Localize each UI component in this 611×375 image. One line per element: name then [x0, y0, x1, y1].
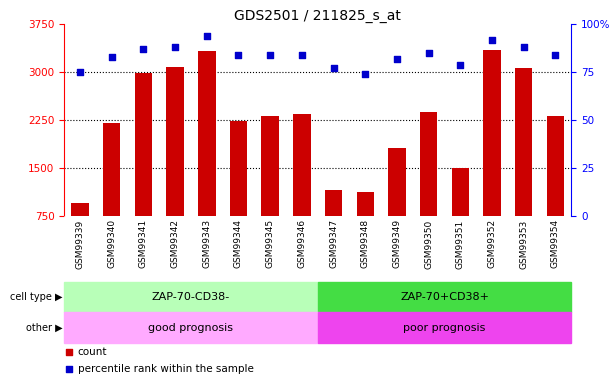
Bar [318, 312, 571, 343]
Point [75, 69, 85, 75]
Text: poor prognosis: poor prognosis [403, 323, 486, 333]
Text: GSM99340: GSM99340 [107, 219, 116, 268]
Point [329, 66, 338, 72]
Point [139, 46, 148, 52]
Point [360, 71, 370, 77]
Text: GSM99342: GSM99342 [170, 219, 180, 268]
Bar [515, 69, 532, 216]
Bar [64, 312, 318, 343]
Bar [325, 190, 342, 216]
Point [253, 147, 263, 153]
Text: cell type ▶: cell type ▶ [10, 292, 63, 302]
Bar [134, 73, 152, 216]
Point [233, 52, 243, 58]
Text: GSM99339: GSM99339 [76, 219, 84, 268]
Bar [452, 168, 469, 216]
Text: GSM99350: GSM99350 [424, 219, 433, 268]
Text: ZAP-70-CD38-: ZAP-70-CD38- [152, 292, 230, 302]
Bar [262, 116, 279, 216]
Text: ZAP-70+CD38+: ZAP-70+CD38+ [400, 292, 489, 302]
Text: GSM99344: GSM99344 [234, 219, 243, 268]
Bar [318, 282, 571, 312]
Text: GSM99347: GSM99347 [329, 219, 338, 268]
Point [519, 44, 529, 50]
Text: GSM99348: GSM99348 [360, 219, 370, 268]
Point [487, 37, 497, 43]
Text: GSM99343: GSM99343 [202, 219, 211, 268]
Point [170, 44, 180, 50]
Point [455, 62, 465, 68]
Bar [388, 148, 406, 216]
Title: GDS2501 / 211825_s_at: GDS2501 / 211825_s_at [234, 9, 401, 23]
Text: GSM99352: GSM99352 [488, 219, 497, 268]
Bar [230, 122, 247, 216]
Point [107, 54, 117, 60]
Point [392, 56, 402, 62]
Point [202, 33, 211, 39]
Bar [420, 112, 437, 216]
Point [424, 50, 434, 56]
Bar [293, 114, 310, 216]
Point [551, 52, 560, 58]
Bar [198, 51, 216, 216]
Bar [64, 282, 318, 312]
Bar [71, 203, 89, 216]
Text: other ▶: other ▶ [26, 323, 63, 333]
Bar [357, 192, 374, 216]
Bar [166, 67, 184, 216]
Bar [103, 123, 120, 216]
Text: GSM99346: GSM99346 [298, 219, 306, 268]
Text: GSM99354: GSM99354 [551, 219, 560, 268]
Bar [547, 116, 564, 216]
Text: GSM99345: GSM99345 [266, 219, 275, 268]
Text: good prognosis: good prognosis [148, 323, 233, 333]
Point [265, 52, 275, 58]
Bar [483, 50, 501, 216]
Text: count: count [78, 347, 108, 357]
Text: GSM99351: GSM99351 [456, 219, 465, 268]
Text: percentile rank within the sample: percentile rank within the sample [78, 364, 254, 374]
Point [253, 298, 263, 304]
Text: GSM99341: GSM99341 [139, 219, 148, 268]
Point [297, 52, 307, 58]
Text: GSM99349: GSM99349 [392, 219, 401, 268]
Text: GSM99353: GSM99353 [519, 219, 529, 268]
